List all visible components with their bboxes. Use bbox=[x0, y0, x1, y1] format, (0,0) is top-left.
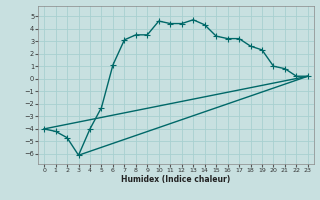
X-axis label: Humidex (Indice chaleur): Humidex (Indice chaleur) bbox=[121, 175, 231, 184]
